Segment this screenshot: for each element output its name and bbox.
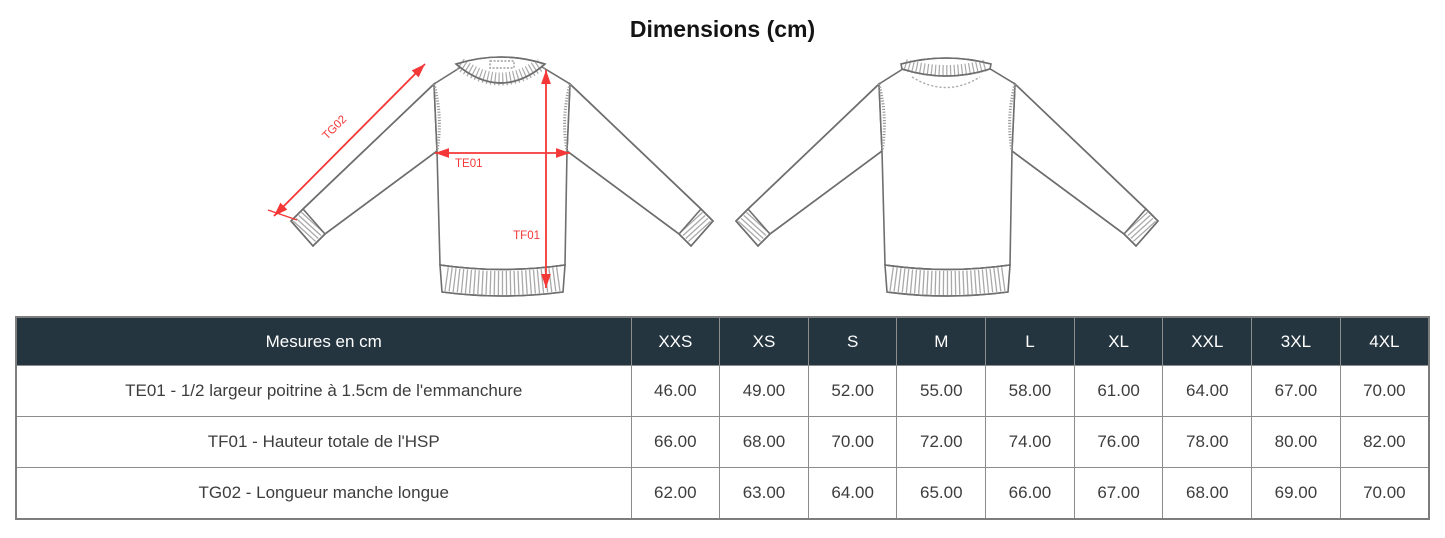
value-cell: 58.00 <box>985 365 1075 417</box>
size-chart-table: Mesures en cm XXS XS S M L XL XXL 3XL 4X… <box>15 316 1430 520</box>
value-cell: 70.00 <box>807 416 898 468</box>
table-row-te01: TE01 - 1/2 largeur poitrine à 1.5cm de l… <box>15 365 1430 417</box>
value-cell: 74.00 <box>985 416 1075 468</box>
value-cell: 67.00 <box>1251 365 1341 417</box>
row-label: TE01 - 1/2 largeur poitrine à 1.5cm de l… <box>15 365 632 417</box>
size-header-l: L <box>985 316 1075 366</box>
size-header-m: M <box>896 316 987 366</box>
value-cell: 46.00 <box>630 365 721 417</box>
value-cell: 76.00 <box>1073 416 1164 468</box>
page-title: Dimensions (cm) <box>629 16 816 42</box>
tg02-measure-line <box>273 63 426 217</box>
value-cell: 64.00 <box>807 467 898 520</box>
value-cell: 70.00 <box>1339 365 1430 417</box>
size-header-xl: XL <box>1073 316 1164 366</box>
value-cell: 63.00 <box>719 467 809 520</box>
table-header-row: Mesures en cm XXS XS S M L XL XXL 3XL 4X… <box>15 316 1430 366</box>
tf01-label: TF01 <box>513 230 540 242</box>
size-header-s: S <box>807 316 898 366</box>
sweatshirt-front-drawing: TG02 TE01 TF01 <box>267 56 713 296</box>
tg02-extension-tick <box>267 209 298 221</box>
sweatshirt-back-drawing <box>736 58 1158 296</box>
value-cell: 66.00 <box>630 416 721 468</box>
value-cell: 61.00 <box>1073 365 1164 417</box>
size-header-4xl: 4XL <box>1339 316 1430 366</box>
tg02-label: TG02 <box>320 113 349 142</box>
size-chart-header: Mesures en cm XXS XS S M L XL XXL 3XL 4X… <box>15 316 1430 366</box>
value-cell: 70.00 <box>1339 467 1430 520</box>
value-cell: 80.00 <box>1251 416 1341 468</box>
front-collar <box>454 56 547 86</box>
value-cell: 82.00 <box>1339 416 1430 468</box>
value-cell: 64.00 <box>1162 365 1253 417</box>
value-cell: 62.00 <box>630 467 721 520</box>
value-cell: 68.00 <box>719 416 809 468</box>
value-cell: 68.00 <box>1162 467 1253 520</box>
value-cell: 72.00 <box>896 416 987 468</box>
sweatshirt-diagram-svg: TG02 TE01 TF01 <box>267 50 1445 312</box>
value-cell: 66.00 <box>985 467 1075 520</box>
value-cell: 67.00 <box>1073 467 1164 520</box>
row-label: TG02 - Longueur manche longue <box>15 467 632 520</box>
size-header-3xl: 3XL <box>1251 316 1341 366</box>
table-row-tf01: TF01 - Hauteur totale de l'HSP 66.00 68.… <box>15 416 1430 468</box>
size-header-xxs: XXS <box>630 316 721 366</box>
back-neck-seam <box>911 76 981 89</box>
measure-header-cell: Mesures en cm <box>15 316 632 366</box>
size-header-xxl: XXL <box>1162 316 1253 366</box>
te01-label: TE01 <box>455 158 483 170</box>
collar-label-tape <box>489 60 515 69</box>
value-cell: 65.00 <box>896 467 987 520</box>
value-cell: 52.00 <box>807 365 898 417</box>
value-cell: 49.00 <box>719 365 809 417</box>
value-cell: 69.00 <box>1251 467 1341 520</box>
value-cell: 78.00 <box>1162 416 1253 468</box>
back-collar <box>900 57 992 89</box>
size-header-xs: XS <box>719 316 809 366</box>
row-label: TF01 - Hauteur totale de l'HSP <box>15 416 632 468</box>
value-cell: 55.00 <box>896 365 987 417</box>
table-row-tg02: TG02 - Longueur manche longue 62.00 63.0… <box>15 467 1430 520</box>
size-diagram: TG02 TE01 TF01 <box>0 50 1445 312</box>
